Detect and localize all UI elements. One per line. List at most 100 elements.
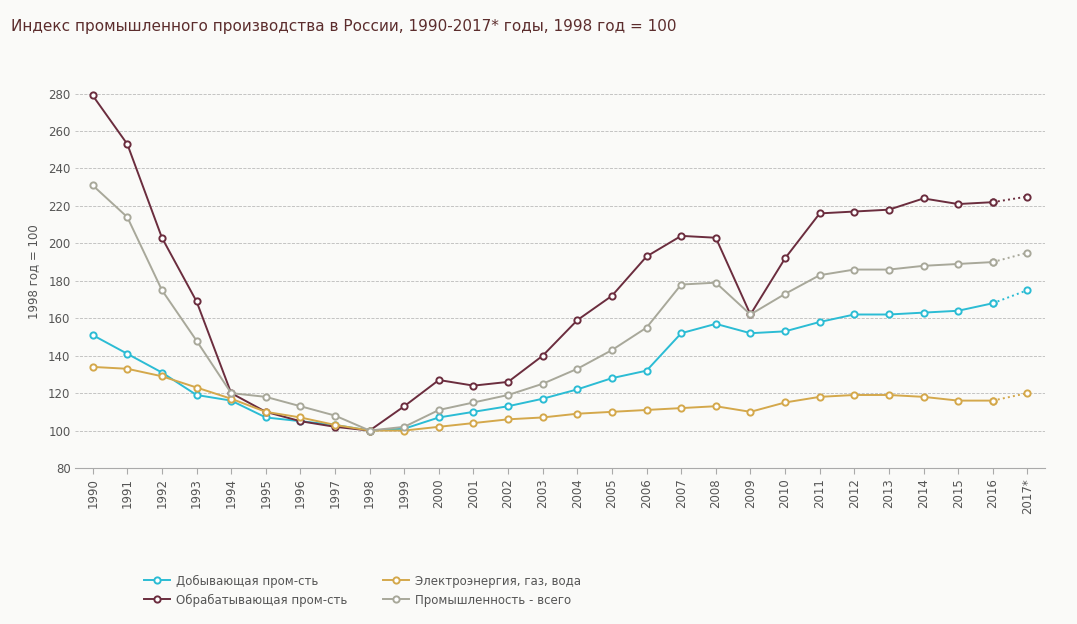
Электроэнергия, газ, вода [363,427,376,434]
Добывающая пром-сть [190,391,202,399]
Электроэнергия, газ, вода [744,408,757,416]
Добывающая пром-сть [605,374,618,382]
Обрабатывающая пром-сть [328,423,341,431]
Электроэнергия, газ, вода [397,427,410,434]
Электроэнергия, газ, вода [848,391,861,399]
Добывающая пром-сть [121,350,134,358]
Text: Индекс промышленного производства в России, 1990-2017* годы, 1998 год = 100: Индекс промышленного производства в Росс… [11,19,676,34]
Электроэнергия, газ, вода [225,395,238,402]
Электроэнергия, газ, вода [467,419,480,427]
Промышленность - всего [121,213,134,221]
Добывающая пром-сть [294,417,307,425]
Электроэнергия, газ, вода [674,404,687,412]
Добывающая пром-сть [328,421,341,429]
Обрабатывающая пром-сть [710,234,723,241]
Промышленность - всего [363,427,376,434]
Обрабатывающая пром-сть [155,234,168,241]
Line: Добывающая пром-сть: Добывающая пром-сть [89,300,996,434]
Промышленность - всего [432,406,446,414]
Промышленность - всего [813,271,826,279]
Обрабатывающая пром-сть [502,378,515,386]
Обрабатывающая пром-сть [640,253,653,260]
Промышленность - всего [536,380,549,388]
Электроэнергия, газ, вода [882,391,895,399]
Промышленность - всего [502,391,515,399]
Обрабатывающая пром-сть [225,389,238,397]
Добывающая пром-сть [710,320,723,328]
Обрабатывающая пром-сть [987,198,999,206]
Добывающая пром-сть [640,367,653,374]
Электроэнергия, газ, вода [779,399,792,406]
Промышленность - всего [467,399,480,406]
Добывающая пром-сть [813,318,826,326]
Электроэнергия, газ, вода [86,363,99,371]
Промышленность - всего [294,402,307,410]
Добывающая пром-сть [432,414,446,421]
Промышленность - всего [328,412,341,419]
Добывающая пром-сть [397,425,410,432]
Электроэнергия, газ, вода [260,408,272,416]
Электроэнергия, газ, вода [710,402,723,410]
Добывающая пром-сть [952,307,965,314]
Обрабатывающая пром-сть [952,200,965,208]
Промышленность - всего [605,346,618,354]
Промышленность - всего [952,260,965,268]
Обрабатывающая пром-сть [121,140,134,148]
Электроэнергия, газ, вода [155,373,168,380]
Добывающая пром-сть [225,397,238,404]
Обрабатывающая пром-сть [536,352,549,359]
Промышленность - всего [918,262,931,270]
Электроэнергия, газ, вода [605,408,618,416]
Промышленность - всего [848,266,861,273]
Обрабатывающая пром-сть [744,311,757,318]
Промышленность - всего [640,324,653,331]
Добывающая пром-сть [744,329,757,337]
Электроэнергия, газ, вода [502,416,515,423]
Промышленность - всего [674,281,687,288]
Промышленность - всего [260,393,272,401]
Добывающая пром-сть [779,328,792,335]
Line: Электроэнергия, газ, вода: Электроэнергия, газ, вода [89,364,996,434]
Обрабатывающая пром-сть [397,402,410,410]
Промышленность - всего [882,266,895,273]
Добывающая пром-сть [467,408,480,416]
Обрабатывающая пром-сть [432,376,446,384]
Промышленность - всего [225,389,238,397]
Электроэнергия, газ, вода [432,423,446,431]
Обрабатывающая пром-сть [674,232,687,240]
Обрабатывающая пром-сть [779,255,792,262]
Промышленность - всего [190,337,202,344]
Обрабатывающая пром-сть [467,382,480,389]
Обрабатывающая пром-сть [918,195,931,202]
Обрабатывающая пром-сть [848,208,861,215]
Добывающая пром-сть [674,329,687,337]
Электроэнергия, газ, вода [190,384,202,391]
Обрабатывающая пром-сть [294,417,307,425]
Промышленность - всего [155,286,168,294]
Электроэнергия, газ, вода [121,365,134,373]
Обрабатывающая пром-сть [882,206,895,213]
Legend: Добывающая пром-сть, Обрабатывающая пром-сть, Электроэнергия, газ, вода, Промышл: Добывающая пром-сть, Обрабатывающая пром… [139,570,586,612]
Обрабатывающая пром-сть [605,292,618,300]
Y-axis label: 1998 год = 100: 1998 год = 100 [27,224,40,319]
Электроэнергия, газ, вода [952,397,965,404]
Промышленность - всего [987,258,999,266]
Обрабатывающая пром-сть [190,298,202,305]
Электроэнергия, газ, вода [640,406,653,414]
Электроэнергия, газ, вода [328,421,341,429]
Электроэнергия, газ, вода [987,397,999,404]
Добывающая пром-сть [571,386,584,393]
Промышленность - всего [86,182,99,189]
Промышленность - всего [397,423,410,431]
Промышленность - всего [710,279,723,286]
Промышленность - всего [744,311,757,318]
Добывающая пром-сть [363,427,376,434]
Обрабатывающая пром-сть [363,427,376,434]
Обрабатывающая пром-сть [86,92,99,99]
Электроэнергия, газ, вода [813,393,826,401]
Обрабатывающая пром-сть [813,210,826,217]
Добывающая пром-сть [918,309,931,316]
Обрабатывающая пром-сть [260,408,272,416]
Электроэнергия, газ, вода [571,410,584,417]
Добывающая пром-сть [536,395,549,402]
